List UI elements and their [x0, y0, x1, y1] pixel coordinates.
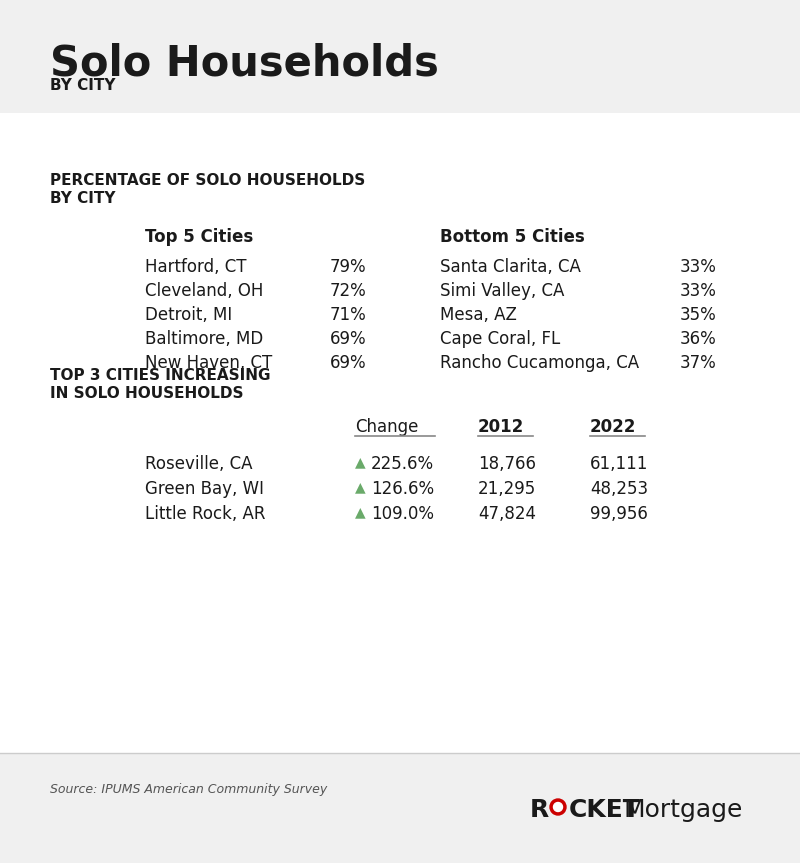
Text: IN SOLO HOUSEHOLDS: IN SOLO HOUSEHOLDS	[50, 386, 243, 401]
Text: ▲: ▲	[355, 505, 366, 519]
Text: 48,253: 48,253	[590, 480, 648, 498]
Text: Top 5 Cities: Top 5 Cities	[145, 228, 254, 246]
Text: CKET: CKET	[569, 798, 641, 822]
Text: Cleveland, OH: Cleveland, OH	[145, 282, 263, 300]
Text: New Haven, CT: New Haven, CT	[145, 354, 272, 372]
Text: Hartford, CT: Hartford, CT	[145, 258, 246, 276]
Text: ▲: ▲	[355, 480, 366, 494]
Text: ▲: ▲	[355, 455, 366, 469]
Text: 21,295: 21,295	[478, 480, 536, 498]
Circle shape	[550, 799, 566, 815]
Text: Simi Valley, CA: Simi Valley, CA	[440, 282, 564, 300]
Text: Baltimore, MD: Baltimore, MD	[145, 330, 263, 348]
Text: 69%: 69%	[330, 354, 366, 372]
Text: 109.0%: 109.0%	[371, 505, 434, 523]
Text: 126.6%: 126.6%	[371, 480, 434, 498]
Text: 33%: 33%	[680, 282, 717, 300]
Text: 37%: 37%	[680, 354, 717, 372]
Text: BY CITY: BY CITY	[50, 78, 115, 93]
Text: 69%: 69%	[330, 330, 366, 348]
Text: R: R	[530, 798, 550, 822]
Text: 61,111: 61,111	[590, 455, 648, 473]
Text: BY CITY: BY CITY	[50, 191, 115, 206]
FancyBboxPatch shape	[0, 113, 800, 753]
Text: TOP 3 CITIES INCREASING: TOP 3 CITIES INCREASING	[50, 368, 270, 383]
Text: 71%: 71%	[330, 306, 366, 324]
Text: 47,824: 47,824	[478, 505, 536, 523]
Text: Cape Coral, FL: Cape Coral, FL	[440, 330, 560, 348]
Text: Mortgage: Mortgage	[623, 798, 742, 822]
Text: Green Bay, WI: Green Bay, WI	[145, 480, 264, 498]
Text: 36%: 36%	[680, 330, 717, 348]
Text: 2012: 2012	[478, 418, 524, 436]
Text: 99,956: 99,956	[590, 505, 648, 523]
Text: 72%: 72%	[330, 282, 366, 300]
Text: 33%: 33%	[680, 258, 717, 276]
Text: Source: IPUMS American Community Survey: Source: IPUMS American Community Survey	[50, 783, 327, 796]
Text: 35%: 35%	[680, 306, 717, 324]
Text: PERCENTAGE OF SOLO HOUSEHOLDS: PERCENTAGE OF SOLO HOUSEHOLDS	[50, 173, 366, 188]
Text: Little Rock, AR: Little Rock, AR	[145, 505, 266, 523]
Text: Solo Households: Solo Households	[50, 43, 439, 85]
Text: Detroit, MI: Detroit, MI	[145, 306, 232, 324]
Text: 18,766: 18,766	[478, 455, 536, 473]
Text: Bottom 5 Cities: Bottom 5 Cities	[440, 228, 585, 246]
Text: Rancho Cucamonga, CA: Rancho Cucamonga, CA	[440, 354, 639, 372]
Text: Roseville, CA: Roseville, CA	[145, 455, 253, 473]
FancyBboxPatch shape	[0, 753, 800, 863]
Text: Change: Change	[355, 418, 418, 436]
Text: 225.6%: 225.6%	[371, 455, 434, 473]
Circle shape	[554, 803, 562, 811]
Text: 2022: 2022	[590, 418, 636, 436]
Text: Mesa, AZ: Mesa, AZ	[440, 306, 517, 324]
Text: 79%: 79%	[330, 258, 366, 276]
Text: Santa Clarita, CA: Santa Clarita, CA	[440, 258, 581, 276]
